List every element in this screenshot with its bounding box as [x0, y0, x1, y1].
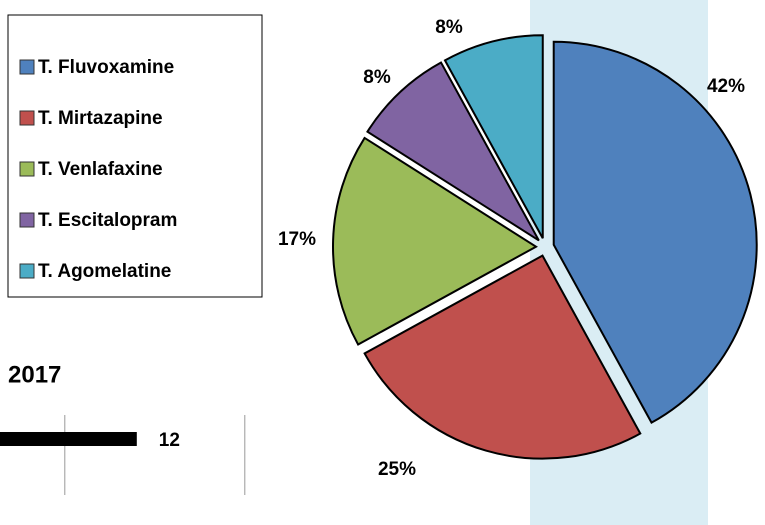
pie-slice: [443, 34, 544, 239]
legend-swatch: [19, 161, 35, 177]
legend-swatch: [19, 59, 35, 75]
legend-label: T. Venlafaxine: [38, 159, 163, 180]
data-label: 8%: [435, 17, 463, 38]
chart-title: 2017: [8, 361, 61, 388]
bar: [0, 432, 137, 446]
pie-slice: [363, 254, 642, 460]
legend-box: [7, 14, 263, 298]
legend-swatch: [19, 212, 35, 228]
pie-slice: [552, 40, 758, 425]
data-label: 25%: [378, 459, 416, 480]
pie-slice: [366, 61, 540, 242]
pie-slice: [332, 136, 538, 346]
legend-label: T. Fluvoxamine: [38, 57, 174, 78]
legend-label: T. Agomelatine: [38, 261, 171, 282]
data-label: 42%: [707, 76, 745, 97]
data-label: 17%: [278, 229, 316, 250]
legend-swatch: [19, 263, 35, 279]
data-label: 8%: [363, 67, 391, 88]
legend-swatch: [19, 110, 35, 126]
legend-label: T. Mirtazapine: [38, 108, 163, 129]
legend-label: T. Escitalopram: [38, 210, 177, 231]
data-label: 12: [159, 430, 180, 451]
